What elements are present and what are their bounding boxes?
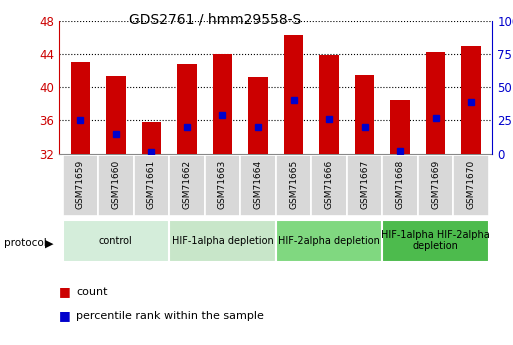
Bar: [248, 77, 268, 154]
Text: HIF-1alpha HIF-2alpha
depletion: HIF-1alpha HIF-2alpha depletion: [381, 230, 490, 252]
Text: count: count: [76, 287, 107, 296]
Bar: [276, 220, 382, 262]
Bar: [390, 100, 410, 154]
Text: ■: ■: [59, 309, 71, 322]
Bar: [71, 62, 90, 154]
Text: HIF-1alpha depletion: HIF-1alpha depletion: [171, 236, 273, 246]
Bar: [142, 122, 161, 154]
Text: GSM71664: GSM71664: [253, 160, 263, 209]
Text: ■: ■: [59, 285, 71, 298]
Bar: [169, 155, 205, 216]
Bar: [382, 155, 418, 216]
Bar: [418, 155, 453, 216]
Bar: [276, 155, 311, 216]
Bar: [98, 155, 133, 216]
Bar: [240, 155, 276, 216]
Text: GSM71666: GSM71666: [325, 160, 333, 209]
Text: percentile rank within the sample: percentile rank within the sample: [76, 311, 264, 321]
Text: GSM71668: GSM71668: [396, 160, 405, 209]
Bar: [382, 220, 489, 262]
Bar: [355, 76, 374, 154]
Bar: [63, 155, 98, 216]
Bar: [133, 155, 169, 216]
Text: GSM71660: GSM71660: [111, 160, 121, 209]
Bar: [426, 52, 445, 154]
Text: GSM71665: GSM71665: [289, 160, 298, 209]
Bar: [63, 220, 169, 262]
Text: GSM71661: GSM71661: [147, 160, 156, 209]
Text: GSM71670: GSM71670: [467, 160, 476, 209]
Text: GSM71662: GSM71662: [183, 160, 191, 209]
Bar: [213, 54, 232, 154]
Text: protocol: protocol: [4, 238, 47, 248]
Bar: [461, 46, 481, 154]
Text: GDS2761 / hmm29558-S: GDS2761 / hmm29558-S: [129, 12, 302, 26]
Text: HIF-2alpha depletion: HIF-2alpha depletion: [278, 236, 380, 246]
Bar: [169, 220, 276, 262]
Bar: [453, 155, 489, 216]
Bar: [347, 155, 382, 216]
Bar: [284, 35, 303, 154]
Text: control: control: [99, 236, 133, 246]
Text: ▶: ▶: [45, 238, 53, 248]
Text: GSM71669: GSM71669: [431, 160, 440, 209]
Text: GSM71663: GSM71663: [218, 160, 227, 209]
Bar: [319, 55, 339, 154]
Text: GSM71659: GSM71659: [76, 160, 85, 209]
Bar: [106, 76, 126, 154]
Bar: [205, 155, 240, 216]
Bar: [311, 155, 347, 216]
Text: GSM71667: GSM71667: [360, 160, 369, 209]
Bar: [177, 64, 196, 154]
